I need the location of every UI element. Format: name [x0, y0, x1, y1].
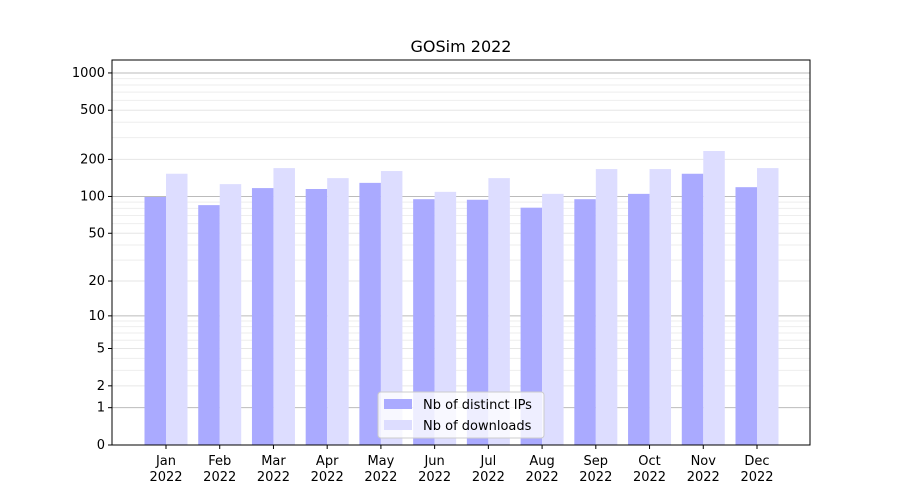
- bar: [413, 199, 435, 445]
- x-tick-label-line: May: [367, 454, 394, 469]
- chart-title: GOSim 2022: [411, 37, 512, 56]
- x-tick-label-line: 2022: [687, 470, 720, 485]
- x-tick-label-line: 2022: [740, 470, 773, 485]
- x-tick-label-line: Dec: [744, 454, 769, 469]
- x-tick-label-line: Nov: [691, 454, 717, 469]
- x-tick-label-line: Feb: [208, 454, 231, 469]
- bar: [574, 199, 596, 445]
- bar: [327, 178, 349, 445]
- x-tick-label: Jul 2022: [472, 454, 505, 485]
- x-tick-label: Feb 2022: [203, 454, 236, 485]
- y-tick-label: 500: [80, 103, 105, 118]
- x-tick-label-line: 2022: [579, 470, 612, 485]
- x-tick-label-line: 2022: [418, 470, 451, 485]
- bar: [681, 173, 704, 445]
- y-tick-label: 0: [97, 438, 105, 453]
- x-tick-label-line: Oct: [638, 454, 660, 469]
- bar: [144, 197, 166, 445]
- legend-box: [377, 391, 545, 439]
- y-tick-label: 200: [80, 152, 105, 167]
- legend-swatch: [384, 420, 412, 430]
- x-tick-label-line: Jul: [480, 454, 497, 469]
- bar: [628, 193, 650, 445]
- bar: [542, 193, 564, 445]
- x-tick-label-line: Mar: [261, 454, 286, 469]
- x-tick-label: Jun 2022: [418, 454, 451, 485]
- y-tick-label: 50: [88, 226, 105, 241]
- y-tick-label: 10: [88, 309, 105, 324]
- x-tick-label-line: 2022: [526, 470, 559, 485]
- y-tick-label: 1000: [72, 66, 105, 81]
- legend: Nb of distinct IPs Nb of downloads: [377, 391, 545, 439]
- legend-swatch: [384, 399, 412, 409]
- x-tick-label-line: 2022: [472, 470, 505, 485]
- x-tick-label: Jan 2022: [149, 454, 182, 485]
- y-tick-label: 2: [97, 379, 105, 394]
- x-tick-label-line: 2022: [149, 470, 182, 485]
- bar: [595, 169, 618, 445]
- bar: [488, 178, 510, 445]
- legend-label: Nb of distinct IPs: [423, 398, 532, 413]
- bar: [219, 184, 242, 445]
- legend-label: Nb of downloads: [423, 419, 532, 434]
- bar: [305, 189, 328, 445]
- y-axis: 0 1 2 5 10 20 50 100 200 500 1000: [72, 66, 112, 453]
- bar: [649, 169, 672, 445]
- y-tick-label: 5: [97, 342, 105, 357]
- y-tick-label: 1: [97, 401, 105, 416]
- x-tick-label: Mar 2022: [257, 454, 290, 485]
- bars: [144, 150, 779, 446]
- x-tick-label: Dec 2022: [740, 454, 773, 485]
- bar: [166, 173, 188, 445]
- x-tick-label: Sep 2022: [579, 454, 612, 485]
- bar: [251, 188, 274, 446]
- x-tick-label-line: Jun: [423, 454, 444, 469]
- x-tick-label: May 2022: [364, 454, 397, 485]
- x-tick-label-line: Sep: [584, 454, 609, 469]
- x-tick-label-line: 2022: [633, 470, 666, 485]
- bar: [735, 187, 757, 445]
- x-tick-label: Aug 2022: [526, 454, 559, 485]
- bar: [434, 191, 457, 445]
- y-tick-label: 20: [88, 274, 105, 289]
- x-tick-label: Oct 2022: [633, 454, 666, 485]
- bar: [273, 168, 295, 446]
- x-tick-label-line: Jan: [155, 454, 176, 469]
- x-tick-label-line: 2022: [311, 470, 344, 485]
- x-tick-label-line: 2022: [257, 470, 290, 485]
- x-tick-label: Apr 2022: [311, 454, 344, 485]
- bar: [380, 171, 403, 445]
- plot-frame: [111, 59, 811, 446]
- x-tick-label-line: Aug: [529, 454, 554, 469]
- bar: [466, 199, 489, 445]
- x-tick-label-line: Apr: [316, 454, 339, 469]
- x-tick-label: Nov 2022: [687, 454, 720, 485]
- bar: [703, 150, 725, 445]
- bar: [359, 182, 381, 445]
- x-tick-label-line: 2022: [364, 470, 397, 485]
- x-tick-label-line: 2022: [203, 470, 236, 485]
- bar: [198, 205, 220, 445]
- bar: [520, 207, 543, 445]
- bar: [757, 168, 779, 446]
- y-tick-label: 100: [80, 189, 105, 204]
